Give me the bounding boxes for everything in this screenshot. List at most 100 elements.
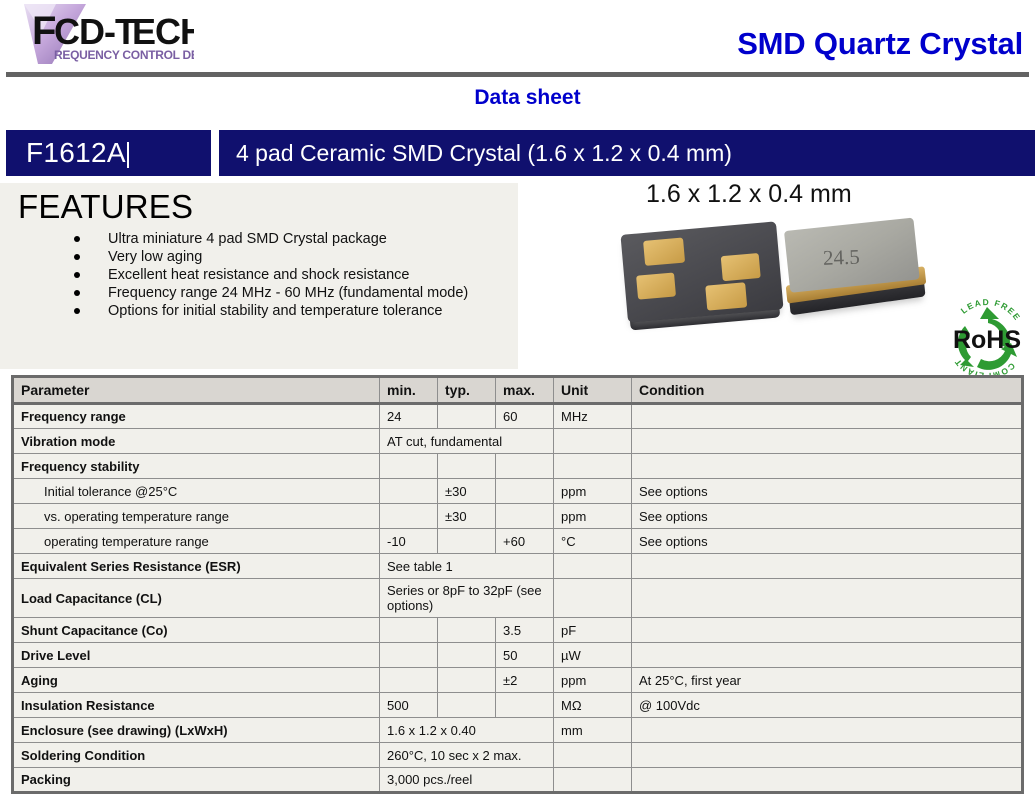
part-number-text: F1612A	[26, 137, 126, 168]
cell-typ	[437, 453, 496, 479]
table-row: Load Capacitance (CL) Series or 8pF to 32…	[11, 578, 1024, 618]
table-header: Parameter min. typ. max. Unit Condition	[11, 375, 1024, 405]
cell-typ	[437, 403, 496, 429]
cell-parameter: Soldering Condition	[11, 742, 380, 768]
cell-max	[495, 503, 554, 529]
column-header-max: max.	[495, 375, 554, 405]
cell-unit	[553, 553, 632, 579]
cell-typ	[437, 528, 496, 554]
cell-condition: See options	[631, 478, 1024, 504]
table-row: Frequency range 24 60 MHz	[11, 403, 1024, 429]
cell-min: -10	[379, 528, 438, 554]
crystal-photo-lid-up: 24.5	[780, 217, 928, 316]
cell-typ	[437, 617, 496, 643]
cell-max: 60	[495, 403, 554, 429]
cell-condition	[631, 742, 1024, 768]
cell-spanned-value: Series or 8pF to 32pF (see options)	[379, 578, 554, 618]
part-number-bar: F1612A	[6, 130, 211, 176]
fcd-tech-logo-icon: F CD-T ECH REQUENCY CONTROL DEVICES	[24, 4, 234, 64]
solder-pad	[720, 252, 761, 282]
cell-typ	[437, 667, 496, 693]
table-row: Equivalent Series Resistance (ESR) See ta…	[11, 553, 1024, 579]
cell-parameter: vs. operating temperature range	[11, 503, 380, 529]
rohs-text: RoHS	[953, 326, 1021, 354]
cell-max: +60	[495, 528, 554, 554]
header-divider	[6, 72, 1029, 77]
dimension-caption: 1.6 x 1.2 x 0.4 mm	[646, 180, 852, 208]
list-item: Very low aging	[74, 248, 518, 266]
company-logo: F CD-T ECH REQUENCY CONTROL DEVICES	[14, 2, 234, 70]
cell-min	[379, 503, 438, 529]
cell-min	[379, 453, 438, 479]
crystal-marking-text: 24.5	[822, 244, 861, 270]
cell-max	[495, 478, 554, 504]
specification-table: Parameter min. typ. max. Unit Condition …	[11, 375, 1024, 794]
cell-parameter: Insulation Resistance	[11, 692, 380, 718]
cell-condition	[631, 578, 1024, 618]
cell-min	[379, 667, 438, 693]
table-header-row: Parameter min. typ. max. Unit Condition	[11, 375, 1024, 405]
cell-unit: ppm	[553, 503, 632, 529]
page-title: SMD Quartz Crystal	[737, 26, 1023, 61]
list-item: Ultra miniature 4 pad SMD Crystal packag…	[74, 230, 518, 248]
table-row: Shunt Capacitance (Co) 3.5 pF	[11, 617, 1024, 643]
cell-unit	[553, 453, 632, 479]
cell-parameter: Equivalent Series Resistance (ESR)	[11, 553, 380, 579]
rohs-compliant-icon: RoHS LEAD FREE COMPLIANT	[952, 297, 1021, 381]
cell-spanned-value: See table 1	[379, 553, 554, 579]
table-row: operating temperature range -10 +60 °C See …	[11, 528, 1024, 554]
crystal-photo-pads-up	[620, 221, 784, 331]
cell-spanned-value: 1.6 x 1.2 x 0.40	[379, 717, 554, 743]
cell-condition	[631, 617, 1024, 643]
table-row: vs. operating temperature range ±30 ppm See…	[11, 503, 1024, 529]
cell-condition: See options	[631, 503, 1024, 529]
column-header-parameter: Parameter	[11, 375, 380, 405]
cell-unit: MHz	[553, 403, 632, 429]
cell-typ: ±30	[437, 503, 496, 529]
title-bar-row: F1612A 4 pad Ceramic SMD Crystal (1.6 x …	[0, 130, 1035, 176]
cell-condition	[631, 403, 1024, 429]
product-description-bar: 4 pad Ceramic SMD Crystal (1.6 x 1.2 x 0…	[219, 130, 1035, 176]
solder-pad	[636, 272, 677, 300]
svg-text:ECH: ECH	[132, 11, 194, 52]
text-cursor	[126, 141, 129, 168]
cell-unit	[553, 578, 632, 618]
table-row: Drive Level 50 µW	[11, 642, 1024, 668]
cell-typ	[437, 642, 496, 668]
cell-max	[495, 692, 554, 718]
product-description-text: 4 pad Ceramic SMD Crystal (1.6 x 1.2 x 0…	[236, 139, 732, 166]
cell-max	[495, 453, 554, 479]
cell-unit: °C	[553, 528, 632, 554]
logo-subtitle: REQUENCY CONTROL DEVICES	[54, 48, 194, 62]
column-header-condition: Condition	[631, 375, 1024, 405]
cell-unit: pF	[553, 617, 632, 643]
cell-condition: @ 100Vdc	[631, 692, 1024, 718]
list-item: Excellent heat resistance and shock resi…	[74, 266, 518, 284]
column-header-unit: Unit	[553, 375, 632, 405]
page-header: F CD-T ECH REQUENCY CONTROL DEVICES SMD …	[0, 0, 1035, 77]
cell-typ	[437, 692, 496, 718]
cell-parameter: Load Capacitance (CL)	[11, 578, 380, 618]
table-body: Frequency range 24 60 MHz Vibration mode AT c…	[11, 403, 1024, 794]
cell-parameter: Drive Level	[11, 642, 380, 668]
svg-text:CD-T: CD-T	[54, 11, 137, 52]
table-row: Initial tolerance @25°C ±30 ppm See options	[11, 478, 1024, 504]
features-heading: FEATURES	[18, 188, 194, 225]
cell-condition	[631, 428, 1024, 454]
table-row: Aging ±2 ppm At 25°C, first year	[11, 667, 1024, 693]
cell-parameter: Frequency stability	[11, 453, 380, 479]
cell-condition	[631, 642, 1024, 668]
table-row: Soldering Condition 260°C, 10 sec x 2 max…	[11, 742, 1024, 768]
cell-spanned-value: AT cut, fundamental	[379, 428, 554, 454]
svg-text:F: F	[32, 9, 56, 53]
data-sheet-label: Data sheet	[474, 86, 581, 109]
cell-parameter: Enclosure (see drawing) (LxWxH)	[11, 717, 380, 743]
cell-parameter: Initial tolerance @25°C	[11, 478, 380, 504]
cell-parameter: Vibration mode	[11, 428, 380, 454]
list-item: Options for initial stability and temper…	[74, 302, 518, 320]
cell-unit	[553, 742, 632, 768]
cell-min: 24	[379, 403, 438, 429]
cell-unit: mm	[553, 717, 632, 743]
cell-spanned-value: 260°C, 10 sec x 2 max.	[379, 742, 554, 768]
features-panel: FEATURES Ultra miniature 4 pad SMD Cryst…	[0, 183, 518, 369]
